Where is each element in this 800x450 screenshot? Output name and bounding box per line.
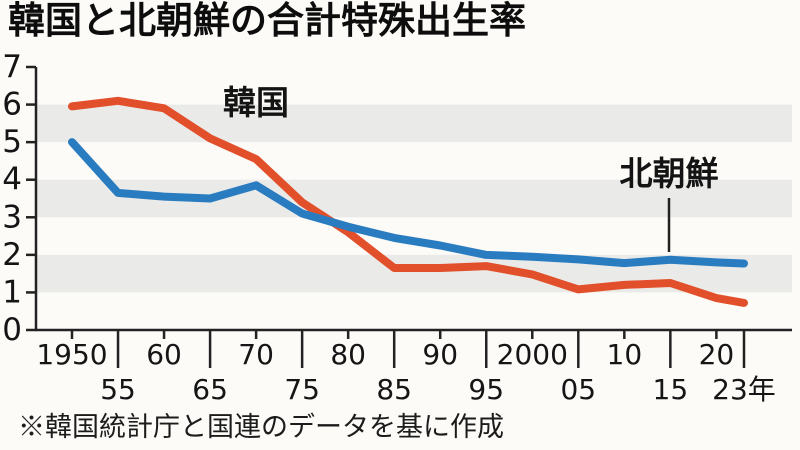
- x-tick-label: 55: [100, 373, 136, 406]
- x-tick-label: 70: [238, 338, 274, 371]
- y-tick-label: 2: [2, 237, 22, 273]
- x-tick-label: 90: [422, 338, 458, 371]
- chart-title: 韓国と北朝鮮の合計特殊出生率: [8, 0, 526, 42]
- x-tick-label: 95: [468, 373, 504, 406]
- x-tick-label: 20: [699, 338, 735, 371]
- y-tick-label: 6: [2, 87, 22, 123]
- x-tick-label: 85: [376, 373, 412, 406]
- x-tick-label: 75: [284, 373, 320, 406]
- x-tick-label: 10: [607, 338, 643, 371]
- x-tick-label: 80: [330, 338, 366, 371]
- y-tick-label: 7: [2, 49, 22, 85]
- series-line-north-korea: [68, 138, 748, 268]
- source-note: ※韓国統計庁と国連のデータを基に作成: [18, 412, 504, 443]
- x-tick-label: 65: [192, 373, 228, 406]
- y-tick-label: 3: [2, 199, 22, 235]
- x-tick-label: 15: [653, 373, 689, 406]
- plot-band: [36, 104, 792, 143]
- y-tick-label: 5: [2, 124, 22, 160]
- x-tick-label: 23年: [712, 373, 776, 406]
- x-tick-label: 60: [146, 338, 182, 371]
- y-tick-label: 0: [2, 312, 22, 348]
- x-tick-label: 2000: [497, 338, 568, 371]
- x-tick-label: 1950: [36, 338, 107, 371]
- y-tick-label: 4: [2, 162, 22, 198]
- y-tick-label: 1: [2, 274, 22, 310]
- series-label-north-korea: 北朝鮮: [620, 154, 719, 193]
- series-label-korea: 韓国: [223, 83, 289, 122]
- x-tick-label: 05: [560, 373, 596, 406]
- series-line-korea: [68, 96, 748, 307]
